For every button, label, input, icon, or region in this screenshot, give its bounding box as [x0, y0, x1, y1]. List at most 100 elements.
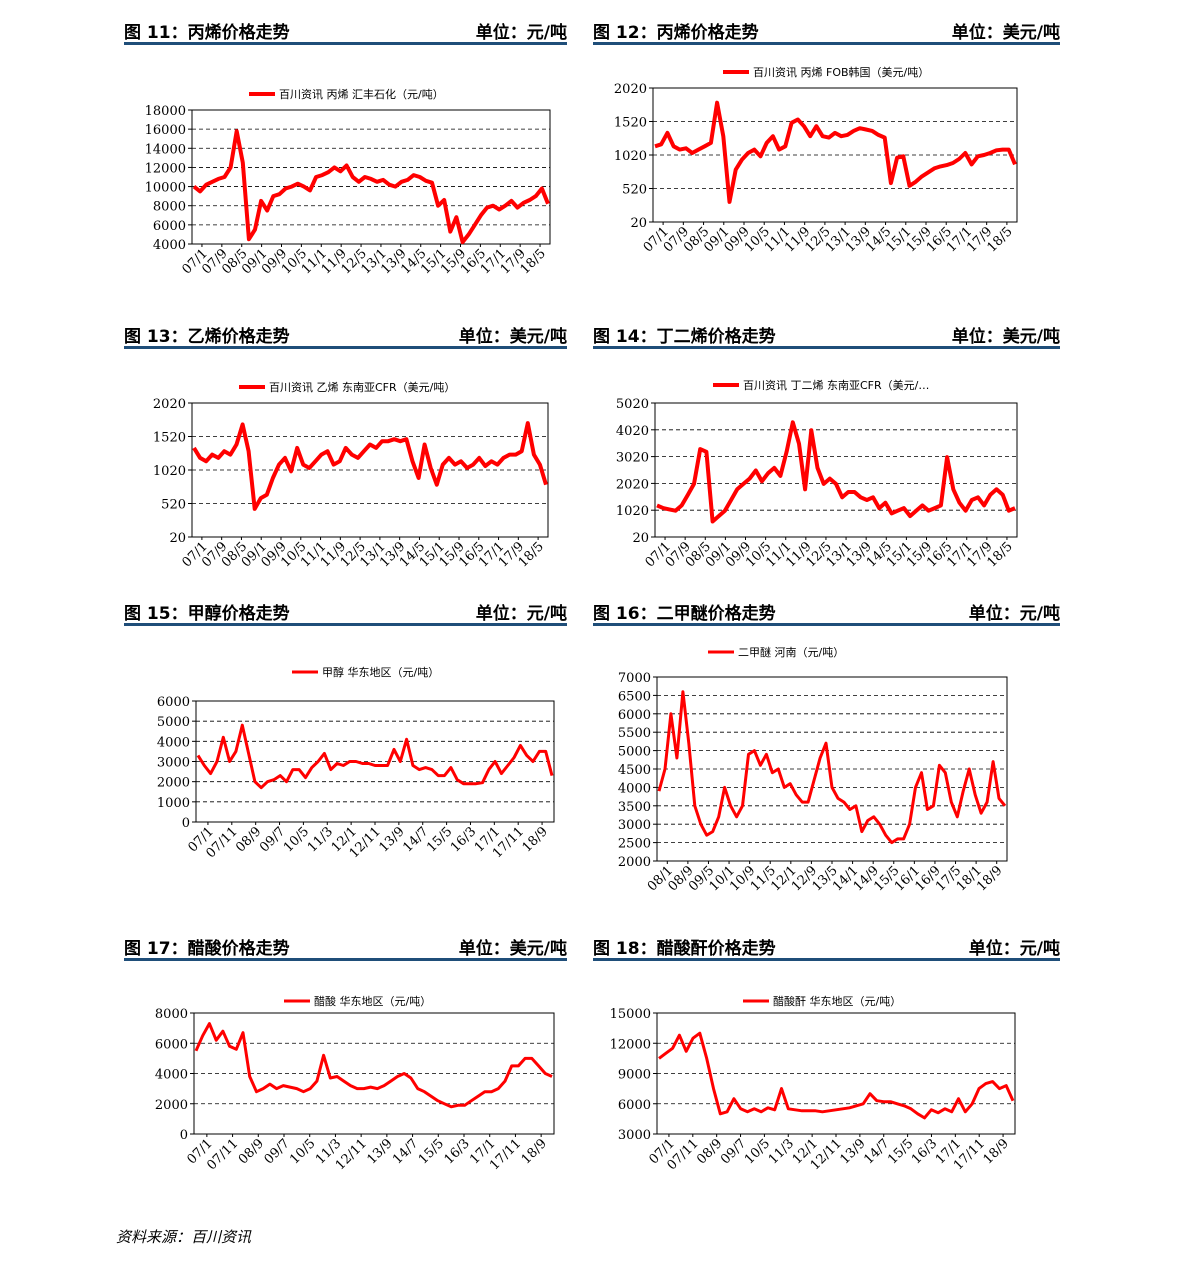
y-tick-label: 6000 — [153, 219, 186, 234]
y-tick-label: 4000 — [157, 735, 190, 750]
figure-unit: 单位：美元/吨 — [951, 23, 1060, 43]
y-tick-label: 6000 — [155, 1037, 188, 1052]
x-tick-label: 10/5 — [281, 824, 312, 855]
figure-title: 图 13：乙烯价格走势 — [124, 327, 290, 347]
y-tick-label: 16000 — [145, 123, 186, 138]
y-tick-label: 6500 — [618, 689, 651, 704]
x-tick-label: 16/3 — [909, 1136, 940, 1167]
legend-label: 百川资讯 丙烯 汇丰石化（元/吨） — [279, 87, 444, 101]
x-tick-label: 08/9 — [694, 1136, 725, 1167]
plot-area — [191, 109, 551, 245]
figure-unit: 单位：元/吨 — [968, 604, 1060, 624]
figure-header: 图 15：甲醇价格走势 单位：元/吨 — [124, 597, 567, 626]
y-tick-label: 520 — [622, 183, 647, 198]
legend-label: 百川资讯 乙烯 东南亚CFR（美元/吨） — [269, 381, 455, 394]
legend-label: 甲醇 华东地区（元/吨） — [322, 665, 439, 679]
x-tick-label: 13/9 — [837, 1136, 868, 1167]
series-line — [656, 420, 1016, 524]
y-tick-label: 8000 — [155, 1007, 188, 1022]
y-tick-label: 9000 — [618, 1068, 651, 1083]
y-tick-label: 5020 — [616, 397, 649, 412]
y-tick-label: 4000 — [618, 781, 651, 796]
y-tick-label: 3000 — [618, 818, 651, 833]
figure-header: 图 12：丙烯价格走势 单位：美元/吨 — [593, 16, 1060, 45]
x-tick-label: 11/3 — [305, 824, 336, 855]
x-tick-label: 09/7 — [257, 824, 288, 855]
figure-unit: 单位：美元/吨 — [951, 327, 1060, 347]
x-tick-label: 18/9 — [519, 1136, 550, 1167]
y-tick-label: 6000 — [157, 695, 190, 710]
y-tick-label: 3020 — [616, 451, 649, 466]
y-tick-label: 20 — [169, 531, 186, 546]
series-line — [192, 129, 550, 245]
figure-12: 图 12：丙烯价格走势 单位：美元/吨 20 520 1020 1520 2020 07/… — [593, 16, 1060, 306]
x-tick-label: 18/9 — [520, 824, 551, 855]
y-tick-label: 2000 — [155, 1098, 188, 1113]
plot-area — [654, 402, 1018, 538]
figure-header: 图 18：醋酸酐价格走势 单位：元/吨 — [593, 932, 1060, 961]
figure-unit: 单位：元/吨 — [475, 23, 567, 43]
x-tick-label: 10/5 — [742, 1136, 773, 1167]
chart-butadiene: 201020202030204020502007/107/908/509/109… — [616, 379, 1018, 570]
y-tick-label: 1020 — [153, 464, 186, 479]
x-tick-label: 14/7 — [400, 824, 431, 855]
y-tick-label: 4500 — [618, 763, 651, 778]
y-tick-label: 15000 — [610, 1007, 651, 1022]
series-line — [658, 1031, 1015, 1120]
x-tick-label: 09/7 — [262, 1136, 293, 1167]
figure-18: 图 18：醋酸酐价格走势 单位：元/吨 3000 6000 9000 12000 150… — [593, 932, 1060, 1222]
y-tick-label: 1520 — [153, 431, 186, 446]
y-tick-label: 6000 — [618, 1098, 651, 1113]
x-tick-label: 11/3 — [766, 1136, 797, 1167]
legend-label: 醋酸酐 华东地区（元/吨） — [773, 994, 901, 1008]
legend-label: 百川资讯 丙烯 FOB韩国（美元/吨） — [753, 65, 929, 79]
legend-label: 百川资讯 丁二烯 东南亚CFR（美元/… — [743, 379, 929, 392]
y-tick-label: 3500 — [618, 800, 651, 815]
y-tick-label: 8000 — [153, 200, 186, 215]
x-tick-label: 10/5 — [287, 1136, 318, 1167]
y-tick-label: 10000 — [145, 181, 186, 196]
figure-title: 图 18：醋酸酐价格走势 — [593, 939, 776, 959]
figure-header: 图 13：乙烯价格走势 单位：美元/吨 — [124, 320, 567, 349]
figure-15: 图 15：甲醇价格走势 单位：元/吨 0 1000 2000 3000 4000 5000… — [124, 597, 567, 887]
y-tick-label: 7000 — [618, 671, 651, 686]
y-tick-label: 20 — [630, 216, 647, 231]
figure-title: 图 11：丙烯价格走势 — [124, 23, 290, 43]
x-tick-label: 16/3 — [448, 824, 479, 855]
y-tick-label: 12000 — [145, 161, 186, 176]
figure-header: 图 11：丙烯价格走势 单位：元/吨 — [124, 16, 567, 45]
y-tick-label: 4000 — [153, 238, 186, 253]
y-tick-label: 2020 — [616, 477, 649, 492]
y-tick-label: 2000 — [157, 776, 190, 791]
y-tick-label: 18000 — [145, 104, 186, 119]
y-tick-label: 20 — [632, 531, 649, 546]
chart-propylene-fob-korea: 2052010201520202007/107/908/509/109/910/… — [614, 65, 1018, 255]
figure-title: 图 17：醋酸价格走势 — [124, 939, 290, 959]
y-tick-label: 3000 — [157, 756, 190, 771]
x-tick-label: 14/7 — [390, 1136, 421, 1167]
figure-title: 图 15：甲醇价格走势 — [124, 604, 290, 624]
y-tick-label: 4000 — [155, 1068, 188, 1083]
y-tick-label: 1000 — [157, 796, 190, 811]
y-tick-label: 2020 — [153, 397, 186, 412]
series-line — [194, 1022, 553, 1109]
x-tick-label: 15/5 — [424, 824, 455, 855]
y-tick-label: 2500 — [618, 837, 651, 852]
y-tick-label: 5500 — [618, 726, 651, 741]
figure-header: 图 16：二甲醚价格走势 单位：元/吨 — [593, 597, 1060, 626]
y-tick-label: 520 — [161, 498, 186, 513]
chart-ethylene: 2052010201520202007/107/908/509/109/910/… — [153, 381, 549, 570]
x-tick-label: 13/9 — [376, 824, 407, 855]
y-tick-label: 2020 — [614, 82, 647, 97]
figure-17: 图 17：醋酸价格走势 单位：美元/吨 0 2000 4000 6000 8000 07/… — [124, 932, 567, 1222]
figure-title: 图 16：二甲醚价格走势 — [593, 604, 776, 624]
y-tick-label: 0 — [182, 816, 190, 831]
chart-propylene-hfsh: 400060008000100001200014000160001800007/… — [145, 87, 551, 277]
legend-label: 二甲醚 河南（元/吨） — [738, 645, 844, 659]
figure-header: 图 17：醋酸价格走势 单位：美元/吨 — [124, 932, 567, 961]
series-line — [196, 723, 554, 790]
figure-unit: 单位：元/吨 — [968, 939, 1060, 959]
chart-methanol: 010002000300040005000600007/107/1108/909… — [157, 665, 555, 861]
chart-acetic-acid: 0200040006000800007/107/1108/909/710/511… — [155, 994, 555, 1173]
series-line — [654, 100, 1017, 204]
